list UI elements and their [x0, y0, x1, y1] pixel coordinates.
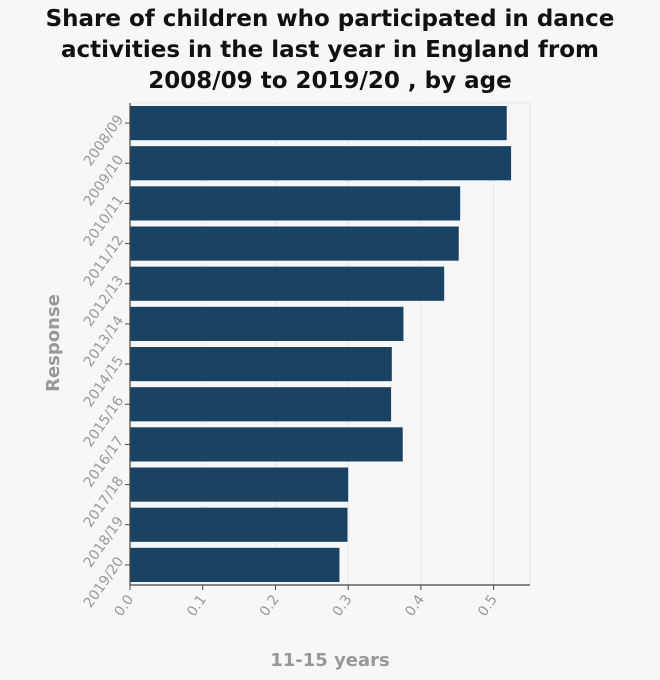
- x-tick-label-0: 0.0: [111, 592, 137, 619]
- x-axis-label: 11-15 years: [270, 650, 390, 671]
- bar-2013-14: [130, 306, 404, 341]
- bar-2017-18: [130, 467, 349, 502]
- x-tick-label-3: 0.3: [330, 592, 356, 619]
- bar-2009-10: [130, 146, 512, 181]
- bar-2008-09: [130, 106, 507, 141]
- x-tick-label-5: 0.5: [475, 592, 501, 619]
- chart-title-line-1: Share of children who participated in da…: [45, 6, 615, 32]
- x-tick-label-2: 0.2: [257, 592, 283, 619]
- y-axis-label: Response: [43, 294, 64, 392]
- chart-title: Share of children who participated in da…: [0, 4, 660, 97]
- x-tick-label-4: 0.4: [402, 592, 428, 619]
- bar-2018-19: [130, 507, 348, 542]
- bar-2016-17: [130, 427, 403, 462]
- bar-2015-16: [130, 387, 392, 422]
- bars: [130, 106, 512, 582]
- bar-2012-13: [130, 266, 445, 301]
- bar-2011-12: [130, 226, 459, 261]
- chart-title-line-3: 2008/09 to 2019/20 , by age: [148, 68, 512, 94]
- bar-2014-15: [130, 347, 392, 382]
- bar-2010-11: [130, 186, 461, 221]
- grid-lines: [130, 102, 531, 585]
- chart-title-line-2: activities in the last year in England f…: [60, 37, 600, 63]
- x-tick-label-1: 0.1: [184, 592, 210, 619]
- bar-2019-20: [130, 547, 340, 582]
